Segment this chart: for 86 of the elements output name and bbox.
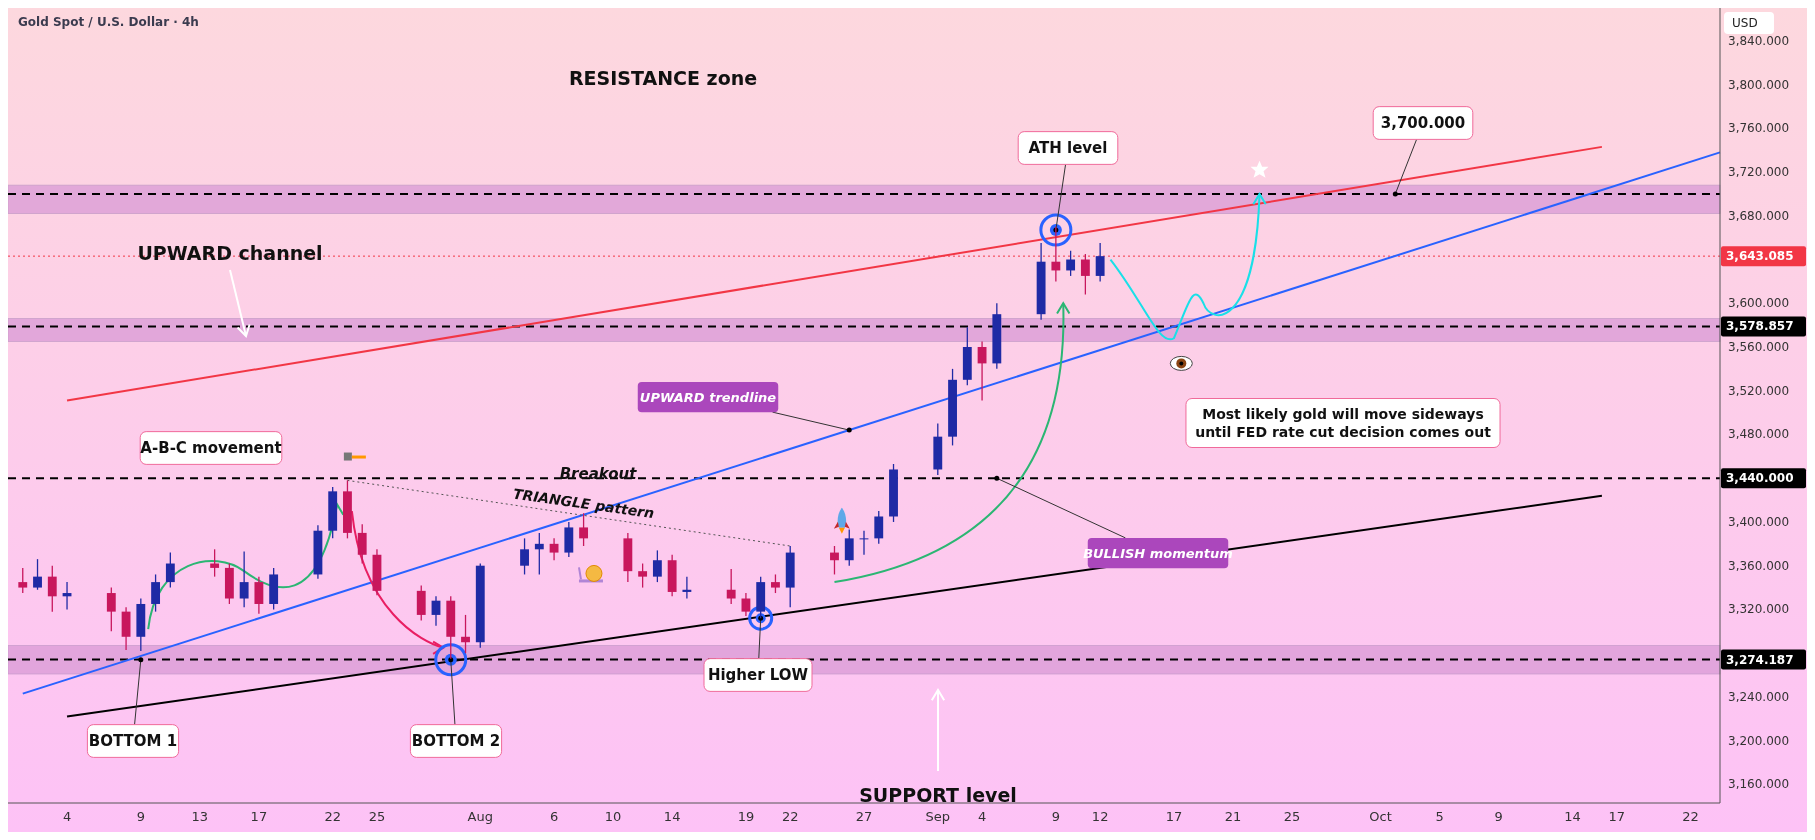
x-tick-label: Aug (467, 809, 493, 824)
candlestick (638, 562, 648, 589)
candlestick (239, 550, 249, 608)
annotation: ATH level (1028, 139, 1108, 157)
y-tick-label: 3,320.000 (1728, 602, 1790, 617)
candlestick (1095, 242, 1105, 283)
y-tick-label: 3,400.000 (1728, 514, 1790, 529)
annotation: TRIANGLE pattern (512, 485, 656, 522)
annotation: Most likely gold will move sideways until FED rate cut decision comes out (1195, 406, 1492, 440)
candlestick (1080, 253, 1090, 296)
candlestick (741, 592, 751, 617)
y-tick-label: 3,760.000 (1728, 121, 1790, 136)
candlestick (461, 614, 470, 654)
x-tick-label: 9 (1494, 809, 1503, 824)
candlestick (830, 545, 839, 576)
x-tick-label: 22 (1682, 809, 1699, 824)
annotation: Breakout (559, 465, 638, 483)
y-tick-label: 3,800.000 (1728, 77, 1790, 92)
x-tick-label: 5 (1435, 809, 1444, 824)
x-tick-label: 25 (1283, 809, 1301, 824)
x-tick-label: Sep (925, 809, 951, 824)
x-tick-label: 13 (191, 809, 209, 824)
y-tick-label: 3,160.000 (1728, 777, 1790, 792)
x-tick-label: 25 (368, 809, 386, 824)
candlestick (210, 548, 220, 578)
x-tick-label: 9 (1051, 809, 1060, 824)
ref-line-label: 3,578.857 (1726, 319, 1794, 334)
candlestick (652, 549, 662, 583)
x-tick-label: 19 (737, 809, 755, 824)
x-tick-label: 4 (977, 809, 987, 824)
candlestick (549, 537, 559, 561)
annotation: UPWARD channel (137, 242, 323, 264)
candlestick (18, 567, 28, 594)
y-tick-label: 3,520.000 (1728, 383, 1790, 398)
candlestick (579, 512, 589, 547)
x-tick-label: 17 (1608, 809, 1625, 824)
annotation: Higher LOW (707, 666, 809, 684)
y-tick-label: 3,560.000 (1728, 340, 1790, 354)
y-tick-label: 3,200.000 (1728, 733, 1790, 748)
x-tick-label: 22 (324, 809, 341, 824)
x-tick-label: 17 (250, 809, 268, 824)
x-tick-label: 22 (781, 809, 799, 824)
x-tick-label: 10 (604, 809, 622, 824)
x-tick-label: Oct (1369, 809, 1392, 824)
candlestick (33, 558, 42, 591)
annotation: SUPPORT level (859, 784, 1017, 806)
candlestick (682, 575, 692, 600)
candlestick (520, 537, 529, 576)
x-tick-label: 14 (663, 809, 681, 824)
ref-line-label: 3,440.000 (1726, 471, 1794, 486)
y-tick-label: 3,360.000 (1728, 558, 1790, 573)
candlestick (357, 523, 367, 565)
x-tick-label: 21 (1224, 809, 1242, 824)
x-tick-label: 14 (1564, 809, 1581, 824)
annotation: UPWARD trendline (639, 389, 777, 405)
x-tick-label: 6 (549, 809, 559, 824)
y-tick-label: 3,840.000 (1728, 33, 1790, 48)
candlestick (106, 586, 116, 632)
ref-line-label: 3,643.085 (1726, 249, 1794, 264)
x-tick-label: 4 (62, 809, 72, 824)
y-tick-label: 3,240.000 (1728, 689, 1790, 704)
annotation: RESISTANCE zone (568, 67, 758, 89)
candlestick (771, 573, 780, 594)
text: Gold Spot / U.S. Dollar · 4h (18, 15, 199, 29)
candlestick (47, 565, 57, 613)
y-tick-label: 3,720.000 (1728, 165, 1790, 180)
y-axis-title: USD (1732, 16, 1758, 30)
annotation: BOTTOM 2 (411, 732, 501, 750)
annotation: A-B-C movement (140, 439, 282, 457)
candlestick (1066, 250, 1076, 277)
candlestick (254, 575, 264, 615)
candlestick (534, 532, 544, 576)
x-tick-label: 17 (1165, 809, 1183, 824)
annotation: 3,700.000 (1380, 114, 1466, 132)
y-tick-label: 3,480.000 (1728, 427, 1790, 442)
candlestick (151, 573, 161, 613)
x-tick-label: 9 (136, 809, 145, 824)
candlestick (874, 510, 884, 545)
y-tick-label: 3,600.000 (1728, 296, 1790, 311)
candlestick (726, 568, 736, 605)
ref-line-label: 3,274.187 (1726, 652, 1794, 667)
x-tick-label: 27 (855, 809, 873, 824)
candlestick (165, 551, 175, 589)
x-tick-label: 12 (1091, 809, 1109, 824)
annotation: BOTTOM 1 (88, 732, 178, 750)
y-tick-label: 3,680.000 (1728, 208, 1790, 223)
